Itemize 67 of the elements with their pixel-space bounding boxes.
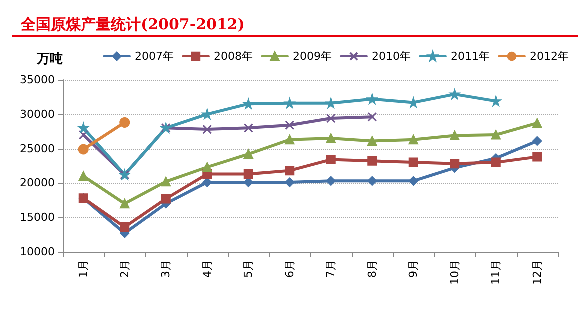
point: [78, 130, 88, 140]
x-tick-label: 8月: [366, 260, 379, 278]
x-tick-label: 7月: [324, 260, 338, 278]
y-tick-label: 30000: [20, 108, 55, 121]
chart-title: 全国原煤产量统计(2007-2012): [20, 16, 245, 34]
legend-label: 2011年: [450, 50, 490, 63]
legend-label: 2012年: [530, 50, 569, 63]
x-tick-label: 12月: [530, 260, 544, 285]
x-tick-label: 11月: [490, 260, 503, 285]
point: [285, 166, 295, 176]
point: [408, 176, 418, 186]
point: [161, 194, 171, 204]
point: [408, 135, 418, 145]
point: [368, 176, 378, 186]
y-axis-title: 万吨: [36, 52, 63, 67]
point: [326, 134, 336, 144]
x-tick-label: 3月: [160, 260, 173, 278]
point: [244, 170, 254, 180]
point: [244, 150, 254, 160]
point: [491, 130, 501, 140]
y-tick-label: 25000: [20, 142, 55, 156]
point: [244, 99, 254, 109]
x-tick-label: 1月: [77, 260, 90, 278]
point: [202, 124, 212, 134]
point: [120, 222, 130, 232]
point: [368, 136, 378, 146]
point: [161, 177, 171, 187]
point: [78, 172, 88, 182]
point: [368, 156, 378, 166]
point: [202, 178, 212, 188]
point: [532, 136, 542, 146]
point: [285, 178, 295, 188]
point: [408, 158, 418, 168]
point: [368, 112, 378, 122]
legend-label: 2007年: [135, 50, 174, 63]
point: [78, 144, 89, 155]
point: [244, 178, 254, 188]
x-tick-label: 5月: [242, 260, 256, 278]
point: [408, 98, 418, 108]
point: [450, 130, 460, 140]
x-tick-label: 9月: [407, 260, 420, 278]
point: [285, 135, 295, 145]
point: [326, 114, 336, 124]
y-tick-label: 20000: [20, 176, 55, 190]
point: [491, 158, 501, 168]
x-tick-label: 6月: [283, 260, 296, 278]
legend-label: 2009年: [292, 50, 332, 63]
x-tick-label: 4月: [200, 260, 214, 278]
y-tick-label: 15000: [20, 211, 55, 224]
point: [532, 118, 542, 128]
x-tick-label: 10月: [448, 260, 462, 285]
point: [120, 199, 130, 209]
y-tick-label: 35000: [20, 74, 55, 86]
point: [450, 90, 460, 100]
point: [120, 117, 130, 128]
legend-label: 2008年: [214, 50, 253, 63]
point: [326, 155, 336, 165]
legend-label: 2010年: [372, 50, 411, 63]
point: [285, 120, 295, 130]
point: [202, 162, 212, 172]
point: [78, 123, 88, 133]
point: [244, 123, 254, 133]
x-tick-label: 2月: [118, 260, 132, 278]
y-tick-label: 10000: [20, 246, 55, 258]
point: [326, 176, 336, 186]
point: [532, 152, 542, 162]
point: [450, 159, 460, 169]
